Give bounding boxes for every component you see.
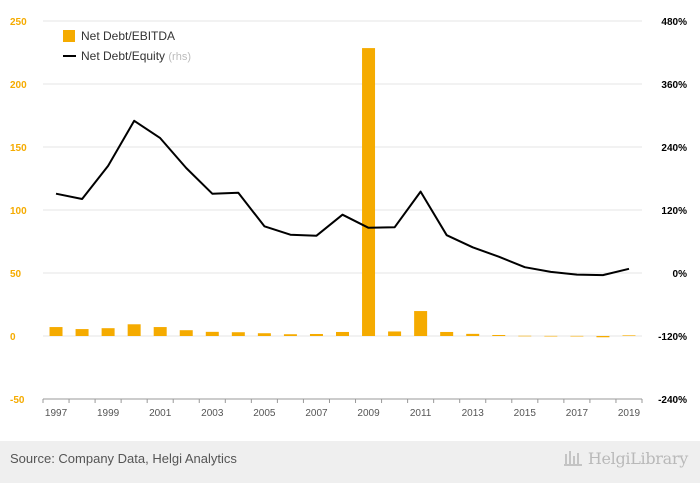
- bar-1999: [101, 328, 115, 336]
- right-tick-label: -120%: [658, 332, 687, 343]
- right-tick-label: 0%: [673, 269, 688, 280]
- bar-1997: [49, 327, 63, 336]
- bar-2012: [440, 331, 454, 336]
- x-tick-label: 2013: [462, 408, 485, 419]
- x-tick-label: 2017: [566, 408, 589, 419]
- left-tick-label: 100: [10, 206, 27, 217]
- x-tick-label: 2009: [357, 408, 380, 419]
- x-tick-label: 2003: [201, 408, 224, 419]
- bar-2004: [231, 332, 245, 336]
- line-series: [55, 119, 630, 277]
- source-note: Source: Company Data, Helgi Analytics: [10, 451, 237, 466]
- x-tick-label: 2001: [149, 408, 172, 419]
- bar-2013: [466, 333, 480, 336]
- brand-name: HelgiLibrary: [587, 449, 688, 468]
- left-axis: 250 200 150 100 50 0 -50: [10, 17, 27, 406]
- legend: Net Debt/EBITDA Net Debt/Equity (rhs): [63, 29, 191, 63]
- bar-2018: [596, 336, 610, 338]
- x-tick-label: 2015: [514, 408, 537, 419]
- bar-2011: [414, 311, 428, 336]
- bar-2019: [622, 335, 636, 336]
- x-tick-label: 2011: [410, 408, 432, 419]
- bar-2009: [362, 48, 376, 337]
- right-tick-label: 360%: [661, 80, 687, 91]
- x-axis: 1997 1999 2001 2003 2005 2007 2009 2011 2013 2015…: [42, 399, 643, 419]
- x-tick-label: 2005: [253, 408, 276, 419]
- bar-2005: [257, 333, 271, 336]
- bar-2015: [518, 335, 532, 337]
- bar-2000: [127, 324, 141, 336]
- bar-2006: [283, 334, 297, 336]
- legend-bar-swatch: [63, 30, 75, 42]
- footer: Source: Company Data, Helgi Analytics He…: [0, 441, 700, 483]
- bar-2001: [153, 327, 167, 336]
- right-tick-label: -240%: [658, 395, 687, 406]
- right-tick-label: 240%: [661, 143, 687, 154]
- x-tick-label: 1999: [97, 408, 120, 419]
- library-icon: [563, 451, 582, 466]
- bar-2007: [309, 333, 323, 336]
- right-axis: 480% 360% 240% 120% 0% -120% -240%: [658, 17, 687, 406]
- bar-series: [49, 48, 636, 338]
- bar-2003: [205, 331, 219, 336]
- x-tick-label: 2007: [305, 408, 328, 419]
- legend-line-label: Net Debt/Equity (rhs): [81, 49, 191, 63]
- x-tick-label: 1997: [45, 408, 68, 419]
- left-tick-label: 150: [10, 143, 27, 154]
- bar-2010: [388, 331, 402, 336]
- left-tick-label: 0: [10, 332, 16, 343]
- bar-2017: [570, 335, 584, 337]
- grid-lines: [43, 20, 642, 337]
- left-tick-label: 250: [10, 17, 27, 28]
- x-tick-label: 2019: [618, 408, 641, 419]
- left-tick-label: 50: [10, 269, 22, 280]
- right-tick-label: 120%: [661, 206, 687, 217]
- bar-2014: [492, 334, 506, 336]
- legend-bar-label: Net Debt/EBITDA: [81, 29, 175, 43]
- bar-2016: [544, 335, 558, 337]
- legend-rhs-note: (rhs): [168, 51, 191, 63]
- left-tick-label: -50: [10, 395, 25, 406]
- chart: 250 200 150 100 50 0 -50 480% 360% 240% 120% 0% -12…: [10, 17, 687, 419]
- left-tick-label: 200: [10, 80, 27, 91]
- right-tick-label: 480%: [661, 17, 687, 28]
- bar-2002: [179, 330, 193, 336]
- bar-1998: [75, 329, 89, 336]
- bar-2008: [336, 331, 349, 336]
- brand-logo: HelgiLibrary: [563, 449, 688, 468]
